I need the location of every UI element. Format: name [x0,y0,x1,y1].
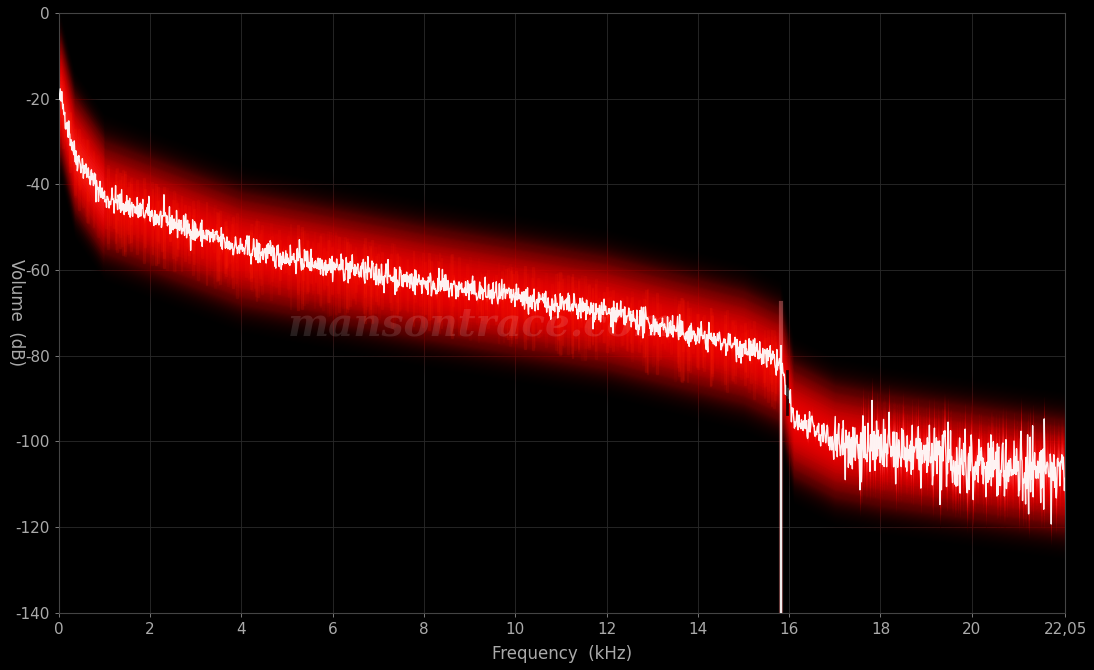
Y-axis label: Volume  (dB): Volume (dB) [7,259,25,366]
Text: mansontrace.com: mansontrace.com [288,306,675,344]
X-axis label: Frequency  (kHz): Frequency (kHz) [492,645,632,663]
